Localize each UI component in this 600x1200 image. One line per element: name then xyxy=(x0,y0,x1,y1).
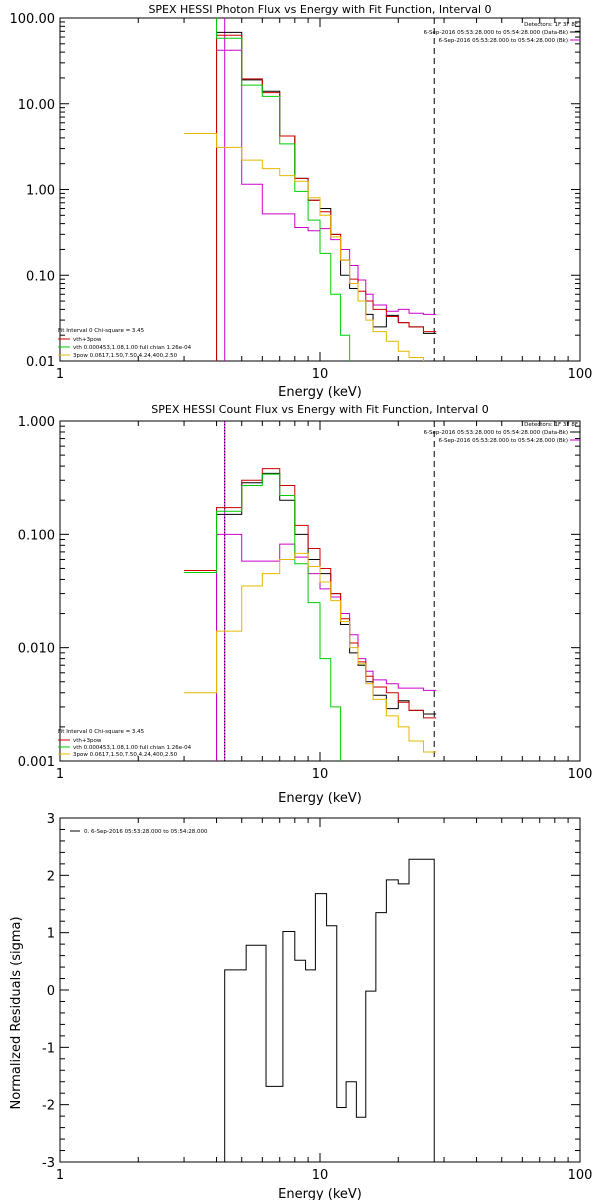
info-bk-interval: 6-Sep-2016 05:53:28.000 to 05:54:28.000 … xyxy=(439,38,569,44)
legend-header: Fit Interval 0 Chi-square = 3.45 xyxy=(58,729,145,735)
info-data-interval: 6-Sep-2016 05:53:28.000 to 05:54:28.000 … xyxy=(424,30,568,36)
x-tick-label: 100 xyxy=(568,767,593,782)
residuals-marks: 1 10 100 -3 -2 -1 0 1 2 3 xyxy=(42,812,592,1183)
photon-flux-panel: SPEX HESSI Photon Flux vs Energy with Fi… xyxy=(10,3,593,400)
legend-label-3pow: 3pow 0.0617,1.50,7.50,4.24,400,2.50 xyxy=(73,353,178,359)
y-tick-label: 0.01 xyxy=(26,355,55,370)
y-tick-label: 1.000 xyxy=(18,415,55,430)
info-bk-interval: 6-Sep-2016 05:53:28.000 to 05:54:28.000 … xyxy=(439,438,569,444)
info-detectors: Detectors: 1F 3F 8F xyxy=(524,422,578,428)
y-tick-label: 1.00 xyxy=(26,184,55,199)
y-tick-label: -1 xyxy=(42,1041,55,1056)
y-tick-label: -2 xyxy=(42,1099,55,1114)
y-axis-label: Normalized Residuals (sigma) xyxy=(9,916,24,1109)
x-tick-label: 10 xyxy=(312,367,329,382)
series-3pow-line xyxy=(184,552,437,753)
info-data-interval: 6-Sep-2016 05:53:28.000 to 05:54:28.000 … xyxy=(424,430,568,436)
legend-label-vth: vth 0.000453,1.08,1.00 full chian 1.26e-… xyxy=(73,745,192,751)
residuals-panel: 1 10 100 -3 -2 -1 0 1 2 3 0. 6-Sep-2016 05:53:28.… xyxy=(9,812,592,1200)
x-tick-label: 1 xyxy=(56,367,64,382)
y-tick-label: 100.00 xyxy=(10,12,56,27)
x-axis-label: Energy (keV) xyxy=(278,385,362,400)
x-axis-label: Energy (keV) xyxy=(278,791,362,806)
y-tick-label: 0 xyxy=(47,984,55,999)
x-tick-label: 10 xyxy=(312,767,329,782)
count-flux-legend: Fit Interval 0 Chi-square = 3.45 vth+3po… xyxy=(58,729,192,758)
y-tick-label: 0.10 xyxy=(26,269,55,284)
residuals-legend: 0. 6-Sep-2016 05:53:28.000 to 05:54:28.0… xyxy=(70,829,208,835)
legend-label-vth: vth 0.000453,1.08,1.00 full chian 1.26e-… xyxy=(73,345,192,351)
x-tick-label: 100 xyxy=(568,367,593,382)
count-flux-marks: 1 10 100 0.001 0.010 0.100 1.000 xyxy=(18,415,593,782)
y-tick-label: -3 xyxy=(42,1156,55,1171)
series-vth-line xyxy=(184,473,342,761)
series-3pow-line xyxy=(184,132,424,361)
y-tick-label: 3 xyxy=(47,812,55,827)
x-tick-label: 1 xyxy=(56,1168,64,1183)
chart-title: SPEX HESSI Photon Flux vs Energy with Fi… xyxy=(148,3,491,16)
y-tick-label: 0.001 xyxy=(18,755,55,770)
y-tick-label: 2 xyxy=(47,869,55,884)
y-tick-label: 0.100 xyxy=(18,528,55,543)
info-detectors: Detectors: 1F 3F 8F xyxy=(524,22,578,28)
y-tick-label: 1 xyxy=(47,927,55,942)
series-vth-line xyxy=(216,18,351,361)
count-flux-info: Detectors: 1F 3F 8F 6-Sep-2016 05:53:28.… xyxy=(424,422,580,444)
photon-flux-legend: Fit Interval 0 Chi-square = 3.45 vth+3po… xyxy=(58,328,192,359)
legend-header: Fit Interval 0 Chi-square = 3.45 xyxy=(58,328,145,334)
x-tick-label: 1 xyxy=(56,767,64,782)
legend-label-total: vth+3pow xyxy=(73,738,102,744)
x-axis-label: Energy (keV) xyxy=(278,1187,362,1200)
legend-label-3pow: 3pow 0.0617,1.50,7.50,4.24,400,2.50 xyxy=(73,752,178,758)
count-flux-panel: SPEX HESSI Count Flux vs Energy with Fit… xyxy=(18,403,593,806)
series-residuals-line xyxy=(224,858,435,1162)
legend-label-residuals: 0. 6-Sep-2016 05:53:28.000 to 05:54:28.0… xyxy=(84,829,208,835)
photon-flux-marks: 1 10 100 0.01 0.10 1.00 10.00 100.00 xyxy=(10,12,593,382)
x-tick-label: 10 xyxy=(312,1168,329,1183)
x-tick-label: 100 xyxy=(568,1168,593,1183)
chart-title: SPEX HESSI Count Flux vs Energy with Fit… xyxy=(151,403,488,416)
photon-flux-info: Detectors: 1F 3F 8F 6-Sep-2016 05:53:28.… xyxy=(424,22,580,44)
legend-label-total: vth+3pow xyxy=(73,337,102,343)
y-tick-label: 10.00 xyxy=(18,98,55,113)
y-tick-label: 0.010 xyxy=(18,642,55,657)
